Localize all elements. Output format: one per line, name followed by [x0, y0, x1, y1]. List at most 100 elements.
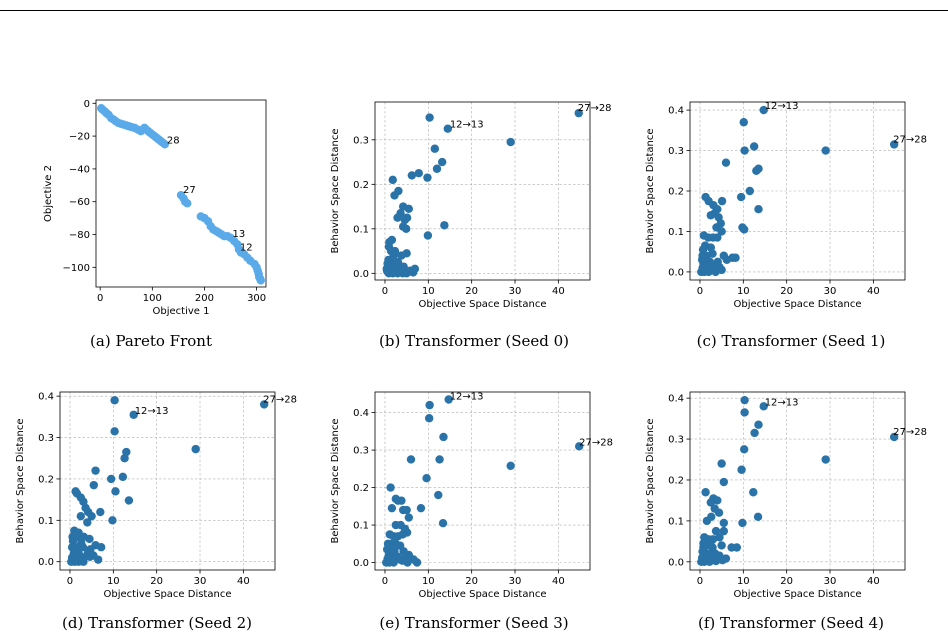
data-point	[821, 455, 830, 464]
x-tick-label: 0	[382, 286, 388, 297]
x-tick-label: 40	[237, 576, 250, 587]
point-annotation: 28	[167, 135, 180, 146]
point-annotation: 27→28	[578, 103, 612, 114]
y-axis-label: Behavior Space Distance	[330, 129, 341, 254]
data-point	[701, 488, 710, 497]
y-tick-label: 0.4	[353, 408, 369, 419]
data-point	[85, 534, 94, 544]
data-point	[750, 428, 759, 438]
data-point	[120, 454, 129, 463]
x-tick-label: 300	[247, 293, 266, 304]
point-annotation: 27→28	[579, 437, 613, 448]
point-annotation: 12→13	[450, 120, 484, 131]
x-tick-label: 0	[382, 576, 388, 587]
seed4-panel: 0 10 20 30 40 0.0 0.1 0.2 0.3 0.4 Objective Space …	[640, 370, 940, 610]
data-point	[706, 539, 715, 548]
data-point	[717, 541, 726, 550]
point-annotation: 27→28	[263, 394, 297, 405]
seed0-panel: 0 10 20 30 40 0.0 0.1 0.2 0.3 Objective Space Dis…	[325, 80, 625, 320]
data-point	[717, 459, 726, 468]
data-point	[708, 249, 717, 258]
y-tick-label: 0.2	[353, 180, 369, 191]
data-point	[74, 545, 83, 554]
plot-frame	[689, 391, 906, 571]
data-point	[387, 503, 397, 513]
x-axis-label: Objective Space Distance	[734, 299, 862, 310]
x-tick-label: 100	[143, 293, 162, 304]
data-point	[76, 511, 86, 521]
x-tick-label: 0	[697, 576, 703, 587]
x-tick-label: 30	[824, 576, 837, 587]
x-tick-label: 0	[97, 293, 103, 304]
x-tick-label: 40	[552, 286, 565, 297]
data-point	[384, 541, 394, 550]
x-tick-label: 10	[107, 576, 120, 587]
x-axis-label: Objective Space Distance	[419, 589, 547, 600]
data-point	[435, 455, 444, 464]
data-point	[749, 488, 758, 497]
data-point	[406, 455, 416, 464]
data-point	[414, 169, 423, 178]
data-point	[715, 533, 724, 542]
data-point	[425, 400, 434, 410]
data-point	[702, 516, 712, 526]
y-tick-label: 0.0	[353, 558, 369, 569]
data-point	[722, 255, 732, 264]
seed1-scatter-chart: 0 10 20 30 40 0.0 0.1 0.2 0.3 0.4 Objective Space …	[645, 101, 927, 310]
data-point	[706, 211, 716, 220]
data-point	[754, 420, 763, 429]
data-point	[386, 483, 395, 492]
plot-frame	[95, 99, 267, 288]
y-tick-label: 0.3	[353, 446, 369, 457]
point-annotation: 27	[183, 185, 196, 196]
x-tick-label: 20	[150, 576, 163, 587]
x-tick-label: 30	[509, 576, 522, 587]
data-point	[721, 158, 731, 167]
data-point	[402, 505, 411, 515]
x-tick-label: 10	[737, 576, 750, 587]
data-point	[739, 225, 749, 234]
data-point	[424, 414, 434, 423]
y-axis-label: Behavior Space Distance	[645, 419, 656, 544]
seed0-scatter-chart: 0 10 20 30 40 0.0 0.1 0.2 0.3 Objective Space Dis…	[330, 101, 612, 310]
data-point	[259, 400, 269, 409]
data-point	[754, 205, 763, 214]
x-tick-label: 40	[867, 286, 880, 297]
data-point	[402, 528, 412, 537]
data-point	[719, 518, 729, 528]
data-point	[412, 558, 422, 567]
point-annotation: 12→13	[135, 406, 169, 417]
data-point	[106, 474, 116, 484]
data-point	[759, 105, 768, 115]
data-point	[699, 543, 708, 552]
data-point	[387, 235, 397, 245]
data-point	[96, 543, 106, 552]
data-point	[717, 265, 726, 275]
plot-frame	[374, 101, 591, 281]
x-tick-label: 20	[780, 576, 793, 587]
data-point	[444, 395, 453, 404]
data-point	[83, 518, 92, 527]
data-point	[738, 518, 747, 528]
data-point	[739, 445, 749, 454]
data-point	[719, 526, 729, 536]
data-point	[397, 496, 406, 505]
data-point	[711, 556, 721, 566]
caption-seed3: (e) Transformer (Seed 3)	[379, 614, 569, 632]
seed3-scatter-chart: 0 10 20 30 40 0.0 0.1 0.2 0.3 0.4 Objective Space …	[330, 391, 613, 600]
y-tick-label: 0.2	[353, 483, 369, 494]
data-point	[93, 555, 103, 564]
data-point	[110, 427, 119, 436]
caption-seed0: (b) Transformer (Seed 0)	[379, 332, 569, 350]
point-annotation: 12→13	[450, 391, 484, 402]
data-point	[745, 186, 755, 196]
point-annotation: 12→13	[765, 101, 799, 112]
seed2-scatter-chart: 0 10 20 30 40 0.0 0.1 0.2 0.3 0.4 Objective Space …	[15, 391, 297, 600]
y-tick-label: 0.2	[668, 475, 684, 486]
data-point	[713, 233, 722, 242]
data-point	[753, 512, 763, 522]
data-point	[754, 164, 763, 173]
caption-seed1: (c) Transformer (Seed 1)	[696, 332, 886, 350]
seed3-panel: 0 10 20 30 40 0.0 0.1 0.2 0.3 0.4 Objective Space …	[325, 370, 625, 610]
x-tick-label: 30	[509, 286, 522, 297]
